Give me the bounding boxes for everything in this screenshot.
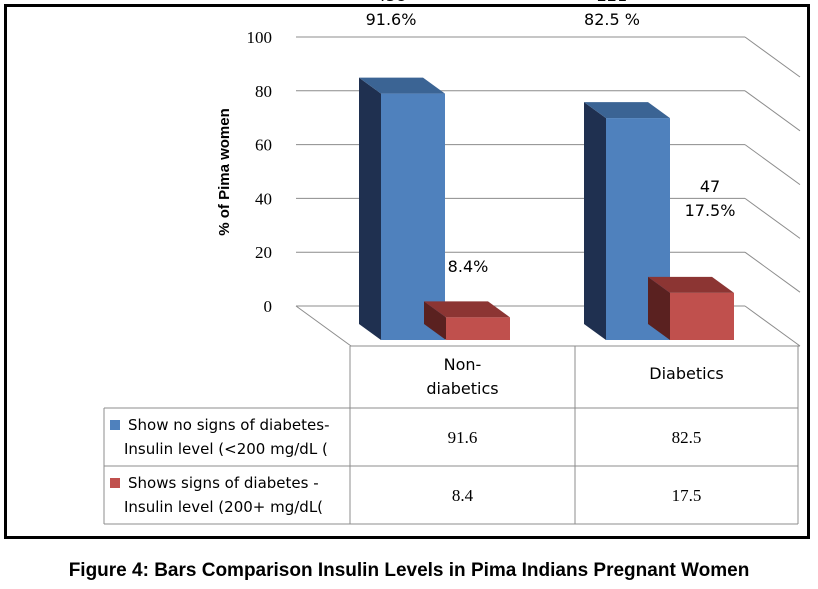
figure-caption: Figure 4: Bars Comparison Insulin Levels… xyxy=(68,560,750,581)
bar-chart-3d: 0 20 40 60 80 100 % of Pima women 458 91.6% 221 82… xyxy=(103,0,801,525)
gridline-side xyxy=(744,305,801,347)
x-category-label: Diabetics xyxy=(649,364,723,383)
bar-side-0-1 xyxy=(584,102,606,340)
gridline-side xyxy=(744,36,801,78)
legend-label: Insulin level (200+ mg/dL( xyxy=(124,498,323,516)
y-axis-label: % of Pima women xyxy=(216,108,233,236)
bar-1-0 xyxy=(446,317,510,340)
bar-side-1-0 xyxy=(424,301,446,340)
data-label: 91.6% xyxy=(366,10,417,29)
y-tick-label: 100 xyxy=(247,28,273,47)
y-tick-label: 60 xyxy=(255,136,272,155)
data-label: 221 xyxy=(597,0,628,5)
data-label: 8.4% xyxy=(448,257,489,276)
legend-label: Shows signs of diabetes - xyxy=(128,474,319,492)
legend-label: Insulin level (<200 mg/dL ( xyxy=(124,440,328,458)
gridline-side xyxy=(744,251,801,293)
legend-label: Show no signs of diabetes- xyxy=(128,416,329,434)
table-value: 8.4 xyxy=(452,486,474,505)
bar-side-0-0 xyxy=(359,77,381,340)
data-label: 458 xyxy=(376,0,407,5)
data-label: 17.5% xyxy=(685,201,736,220)
table-value: 82.5 xyxy=(672,428,702,447)
legend-swatch-0 xyxy=(110,420,120,430)
x-category-label: Non- xyxy=(444,355,482,374)
data-label: 82.5 % xyxy=(584,10,640,29)
table-value: 17.5 xyxy=(672,486,702,505)
bar-top-0-1 xyxy=(584,102,670,119)
gridline-side xyxy=(744,144,801,186)
y-tick-label: 40 xyxy=(255,189,272,208)
legend-swatch-1 xyxy=(110,478,120,488)
bar-1-1 xyxy=(670,292,734,340)
bar-top-0-0 xyxy=(359,77,445,94)
floor-edge-left xyxy=(295,305,352,347)
bar-top-1-1 xyxy=(648,276,734,293)
bar-0-0 xyxy=(381,93,445,340)
bar-side-1-1 xyxy=(648,276,670,340)
table-value: 91.6 xyxy=(448,428,478,447)
x-category-label: diabetics xyxy=(426,379,498,398)
y-tick-label: 0 xyxy=(264,297,273,316)
y-tick-label: 20 xyxy=(255,243,272,262)
data-label: 47 xyxy=(700,177,720,196)
y-tick-label: 80 xyxy=(255,82,272,101)
bar-top-1-0 xyxy=(424,301,510,318)
gridline-side xyxy=(744,90,801,132)
gridline-side xyxy=(744,197,801,239)
